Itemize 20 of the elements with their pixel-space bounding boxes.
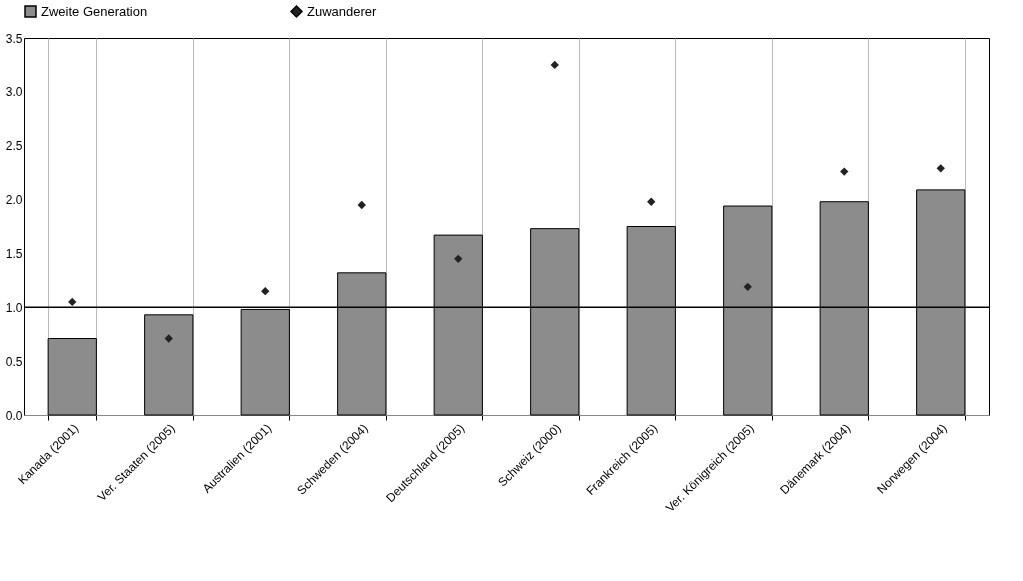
point <box>936 164 945 173</box>
point <box>454 254 463 263</box>
point <box>647 197 656 206</box>
y-tick-label: 0.5 <box>5 354 23 369</box>
point <box>68 297 77 307</box>
point <box>357 200 366 210</box>
y-tick-label: 0.0 <box>5 408 23 423</box>
y-tick-label: 1.0 <box>5 300 23 315</box>
legend-label: Zweite Generation <box>41 3 148 19</box>
point <box>164 334 173 343</box>
point <box>743 282 752 291</box>
y-tick-label: 1.5 <box>5 246 23 261</box>
y-tick-label: 2.0 <box>5 193 23 208</box>
y-tick-label: 3.0 <box>5 85 23 100</box>
point <box>261 286 270 296</box>
point <box>550 60 559 70</box>
legend-label: Zuwanderer <box>307 3 378 19</box>
y-tick-label: 3.5 <box>5 31 23 46</box>
y-tick-label: 2.5 <box>5 139 23 154</box>
point <box>840 167 849 176</box>
